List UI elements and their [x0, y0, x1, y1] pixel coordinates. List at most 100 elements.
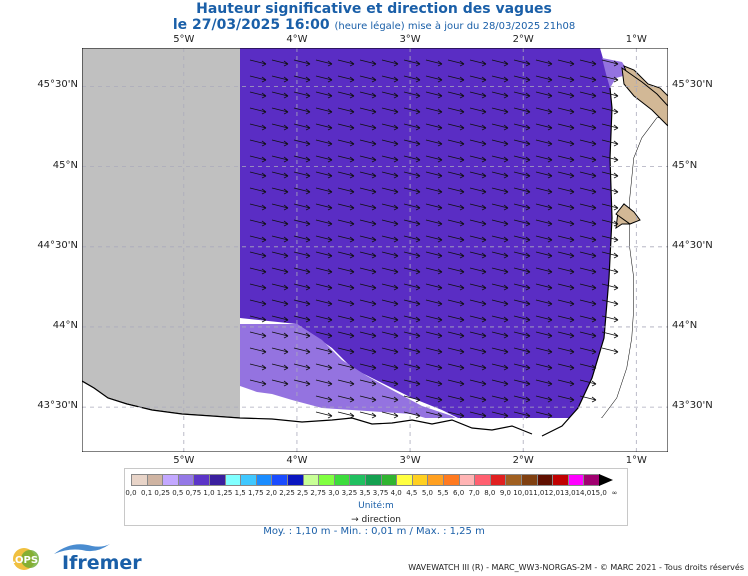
direction-arrow — [315, 203, 333, 211]
direction-arrow — [293, 187, 311, 195]
direction-arrow — [469, 411, 487, 419]
direction-arrow — [271, 139, 289, 147]
direction-arrow — [601, 267, 619, 275]
legend-swatch — [411, 474, 429, 486]
direction-arrow — [381, 107, 399, 115]
direction-arrow — [425, 347, 443, 355]
legend-tick-label: 3,5 — [359, 489, 371, 497]
direction-arrow — [491, 203, 509, 211]
direction-arrow — [403, 187, 421, 195]
direction-arrow — [447, 267, 465, 275]
direction-arrow — [491, 187, 509, 195]
direction-arrow — [491, 331, 509, 339]
direction-arrow — [601, 331, 619, 339]
map-subtitle: le 27/03/2025 16:00 (heure légale) mise … — [0, 17, 748, 33]
direction-arrow — [403, 91, 421, 99]
direction-arrow — [579, 219, 597, 227]
direction-arrow — [535, 219, 553, 227]
direction-arrow — [557, 59, 575, 67]
direction-arrow — [403, 235, 421, 243]
legend-swatch — [209, 474, 226, 486]
direction-arrow — [381, 299, 399, 307]
direction-arrow — [447, 203, 465, 211]
direction-arrow — [447, 139, 465, 147]
direction-arrow — [425, 75, 443, 83]
direction-arrow — [491, 299, 509, 307]
color-legend: 0,0 0,1 0,25 0,5 0,75 1,0 1,25 1,5 1,75 2,0 2,25 2,… — [124, 468, 628, 526]
direction-arrow — [271, 155, 289, 163]
legend-swatch — [443, 474, 460, 486]
direction-arrow — [249, 267, 267, 275]
direction-arrow — [557, 107, 575, 115]
legend-tick-label: 2,5 — [297, 489, 309, 497]
legend-tick-label: 5,5 — [437, 489, 449, 497]
direction-arrow — [359, 379, 377, 387]
legend-tick-label: 12,0 — [544, 489, 560, 497]
direction-arrow — [513, 91, 531, 99]
direction-arrow — [579, 395, 597, 403]
direction-arrow — [425, 363, 443, 371]
direction-arrow — [315, 379, 333, 387]
direction-arrow — [271, 331, 289, 339]
direction-arrow — [535, 203, 553, 211]
direction-arrow — [557, 171, 575, 179]
axis-label: 43°30'N — [37, 400, 78, 412]
direction-arrow — [425, 251, 443, 259]
legend-swatch — [177, 474, 195, 486]
axis-label: 3°W — [399, 455, 421, 466]
direction-arrow — [403, 251, 421, 259]
direction-arrow — [447, 251, 465, 259]
direction-arrow — [249, 235, 267, 243]
legend-tick-label: 10,0 — [513, 489, 529, 497]
direction-arrow — [359, 171, 377, 179]
direction-arrow — [579, 203, 597, 211]
direction-arrow — [271, 299, 289, 307]
legend-overflow-arrow — [599, 474, 613, 486]
direction-arrow — [535, 267, 553, 275]
direction-arrow — [513, 107, 531, 115]
direction-arrow — [579, 139, 597, 147]
footer-credits: WAVEWATCH III (R) - MARC_WW3-NORGAS-2M -… — [408, 563, 744, 572]
direction-arrow — [535, 123, 553, 131]
legend-swatch — [162, 474, 179, 486]
direction-arrow — [469, 123, 487, 131]
direction-arrow — [271, 347, 289, 355]
legend-swatch — [583, 474, 600, 486]
direction-arrow — [403, 347, 421, 355]
direction-arrow — [381, 123, 399, 131]
direction-label: direction — [361, 515, 401, 525]
direction-arrow — [315, 331, 333, 339]
direction-arrow — [425, 171, 443, 179]
direction-arrow — [315, 171, 333, 179]
direction-arrow — [601, 91, 619, 99]
direction-arrow — [249, 123, 267, 131]
direction-arrow — [579, 155, 597, 163]
direction-arrow — [491, 59, 509, 67]
direction-arrow — [425, 411, 443, 419]
direction-arrow — [579, 251, 597, 259]
direction-arrow — [535, 299, 553, 307]
direction-arrow — [381, 395, 399, 403]
direction-arrow — [359, 331, 377, 339]
direction-arrow — [425, 331, 443, 339]
direction-arrow — [293, 251, 311, 259]
direction-arrow — [535, 411, 553, 419]
direction-arrow — [381, 75, 399, 83]
direction-arrow — [337, 283, 355, 291]
direction-arrow — [293, 171, 311, 179]
direction-arrow — [447, 171, 465, 179]
axis-label: 4°W — [286, 34, 308, 45]
direction-arrow — [381, 283, 399, 291]
direction-arrow — [293, 363, 311, 371]
direction-arrow — [557, 363, 575, 371]
direction-arrow — [513, 187, 531, 195]
direction-arrow — [447, 299, 465, 307]
legend-swatch — [131, 474, 148, 486]
axis-label: 43°30'N — [672, 400, 713, 412]
legend-tick-label: 1,25 — [216, 489, 233, 497]
direction-arrow — [491, 315, 509, 323]
direction-arrow — [381, 267, 399, 275]
stats-line: Moy. : 1,10 m - Min. : 0,01 m / Max. : 1… — [263, 526, 485, 537]
direction-arrow — [249, 203, 267, 211]
direction-arrow — [337, 203, 355, 211]
